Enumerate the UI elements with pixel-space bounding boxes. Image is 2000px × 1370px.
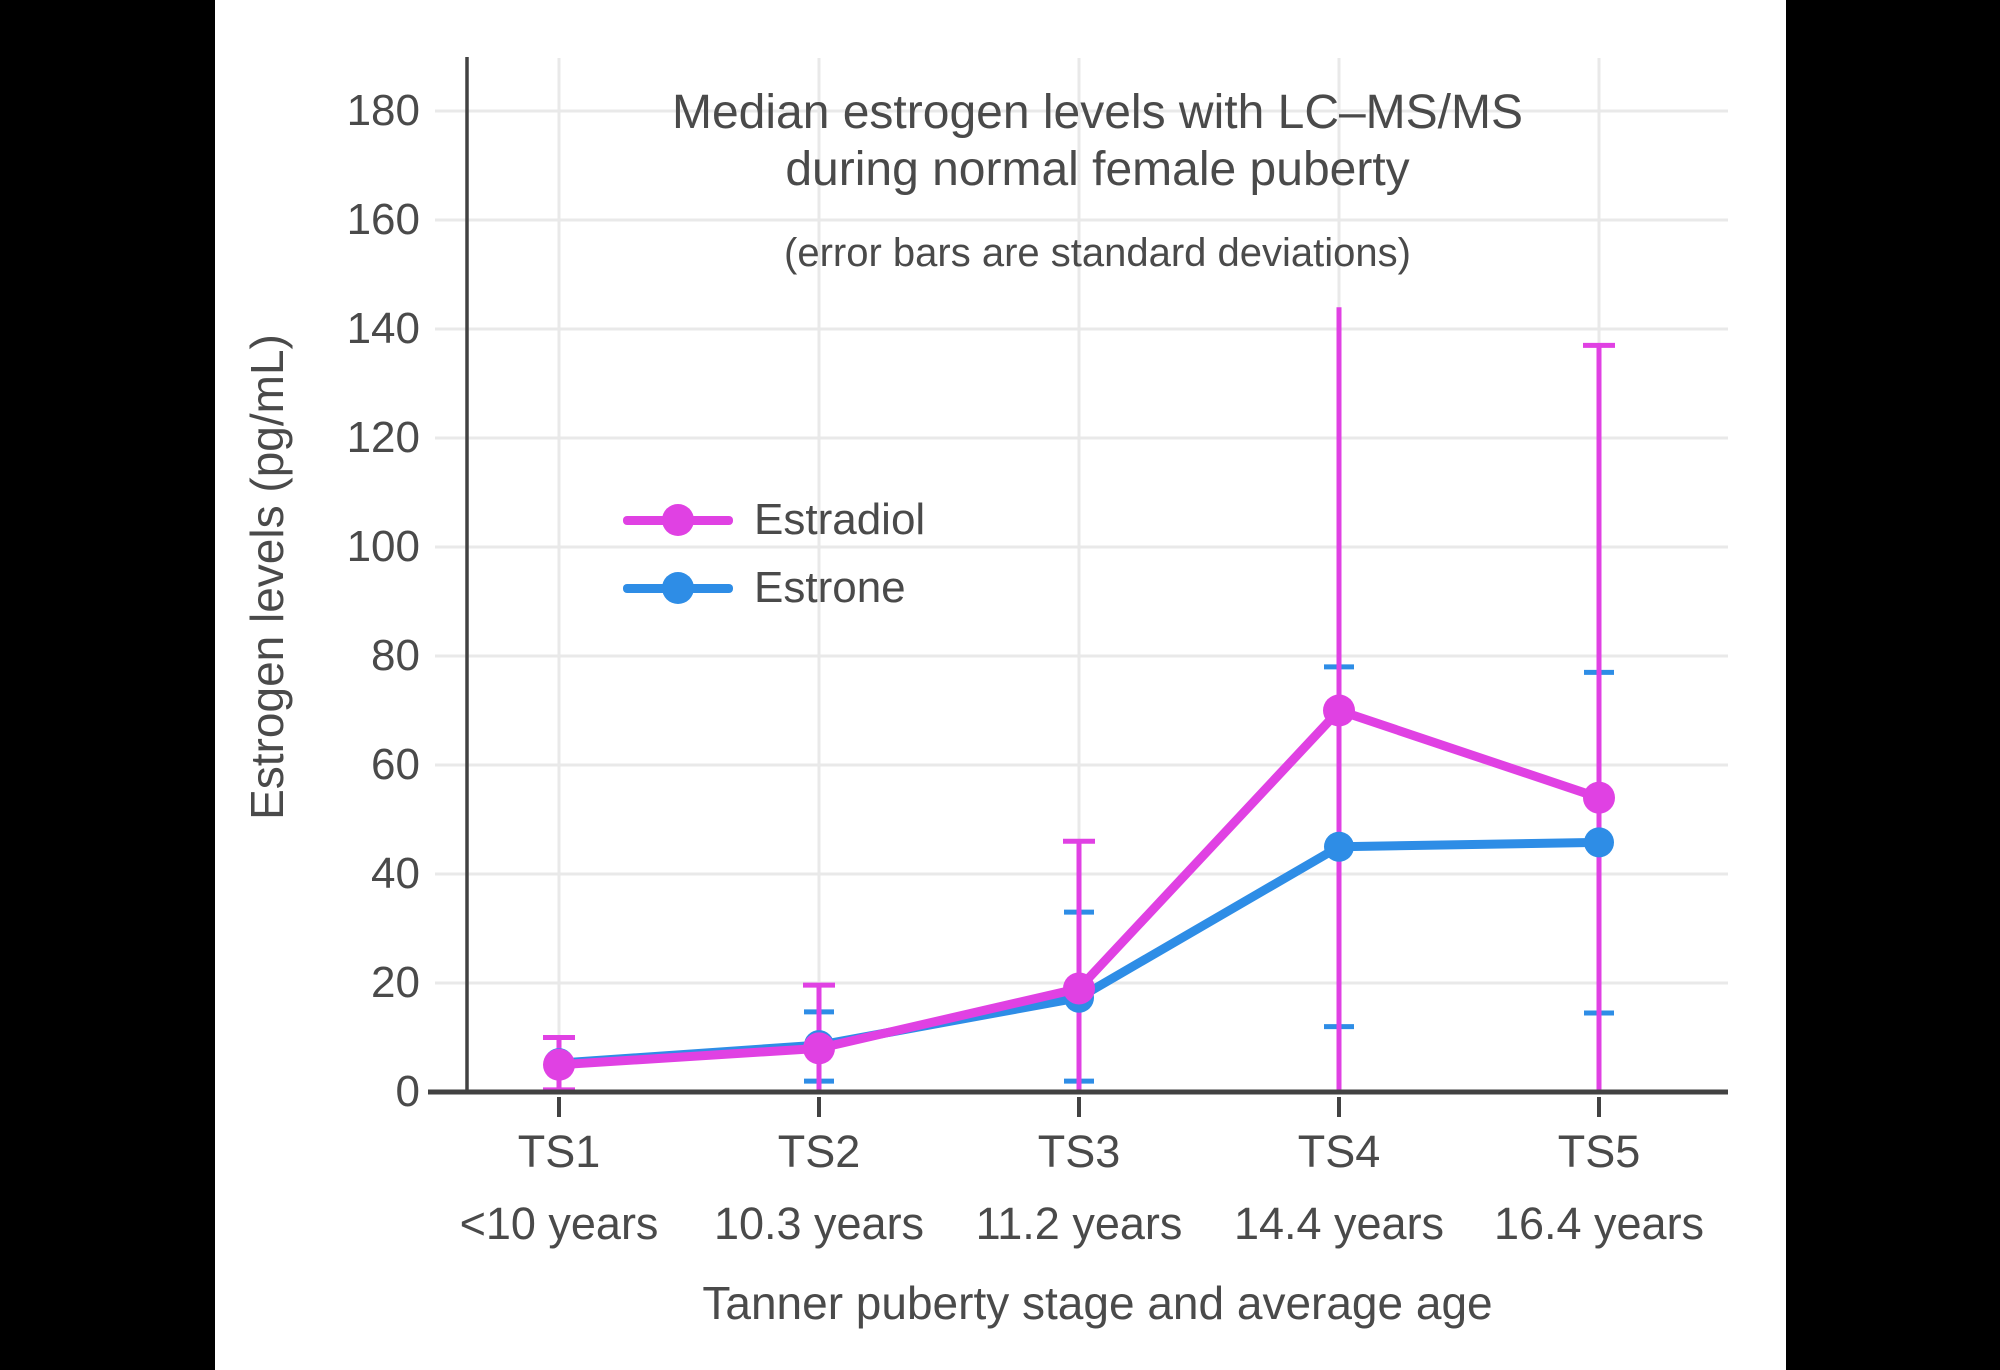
y-tick-label: 160 — [346, 195, 420, 244]
estradiol-marker — [1583, 781, 1615, 814]
estradiol-marker — [1323, 694, 1355, 727]
x-tick-age-label: 14.4 years — [1233, 1198, 1445, 1249]
chart-title-line2: during normal female puberty — [785, 143, 1410, 196]
estradiol-marker-icon — [662, 504, 694, 536]
x-axis-title: Tanner puberty stage and average age — [702, 1277, 1493, 1329]
x-tick-age-label: <10 years — [459, 1198, 659, 1249]
x-tick-stage-label: TS1 — [517, 1126, 601, 1177]
x-tick-age-label: 11.2 years — [975, 1198, 1183, 1249]
x-tick-stage-label: TS4 — [1297, 1126, 1381, 1177]
y-tick-label: 140 — [346, 304, 420, 353]
chart-paper — [215, 0, 1786, 1370]
estradiol-line-swatch — [623, 504, 733, 536]
x-tick-stage-label: TS2 — [777, 1126, 861, 1177]
x-tick-age-label: 10.3 years — [713, 1198, 925, 1249]
estrone-line-swatch — [623, 572, 733, 604]
y-tick-label: 120 — [346, 413, 420, 462]
estrone-marker — [1584, 827, 1614, 858]
y-tick-label: 100 — [346, 522, 420, 571]
x-tick-stage-label: TS5 — [1557, 1126, 1641, 1177]
y-tick-label: 60 — [371, 740, 420, 789]
estradiol-marker — [1063, 972, 1095, 1005]
legend-item-estrone: Estrone — [623, 554, 925, 622]
y-tick-label: 40 — [371, 849, 420, 898]
estradiol-marker — [543, 1048, 575, 1081]
y-tick-label: 0 — [395, 1067, 420, 1116]
chart-title: Median estrogen levels with LC–MS/MS dur… — [467, 84, 1728, 198]
y-tick-label: 80 — [371, 631, 420, 680]
legend: Estradiol Estrone — [623, 486, 925, 622]
x-tick-age-label: 16.4 years — [1493, 1198, 1705, 1249]
legend-label-estradiol: Estradiol — [754, 495, 926, 544]
legend-label-estrone: Estrone — [754, 563, 906, 612]
legend-item-estradiol: Estradiol — [623, 486, 925, 554]
chart-title-line1: Median estrogen levels with LC–MS/MS — [671, 86, 1524, 139]
x-tick-stage-label: TS3 — [1037, 1126, 1121, 1177]
y-tick-label: 20 — [371, 958, 420, 1007]
chart-subtitle: (error bars are standard deviations) — [784, 231, 1411, 275]
estrone-marker-icon — [662, 572, 694, 604]
y-tick-label: 180 — [346, 86, 420, 135]
estradiol-marker — [803, 1032, 835, 1065]
estrone-marker — [1324, 831, 1354, 862]
